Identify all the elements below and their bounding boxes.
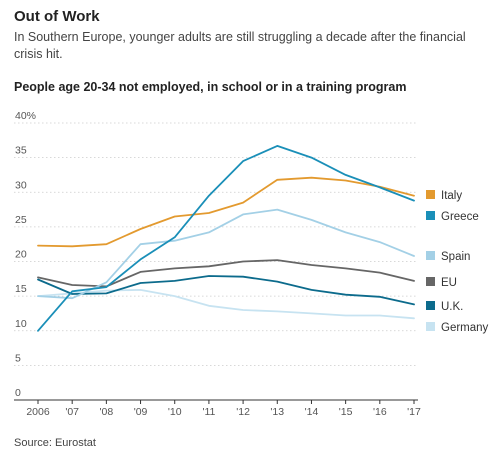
- x-tick-label: '17: [407, 406, 421, 418]
- source-note: Source: Eurostat: [14, 437, 96, 449]
- series-line-germany: [37, 289, 415, 320]
- grid-lines: [14, 122, 418, 401]
- y-tick-label: 35: [15, 145, 27, 157]
- x-tick-label: '09: [134, 406, 148, 418]
- series-lines: [37, 145, 415, 332]
- x-tick-label: '10: [168, 406, 182, 418]
- series-line-greece: [37, 145, 415, 332]
- y-tick-label: 10: [15, 318, 27, 330]
- x-tick-label: '15: [339, 406, 353, 418]
- chart-heading: People age 20-34 not employed, in school…: [14, 80, 407, 94]
- legend-label: Spain: [441, 251, 470, 263]
- chart-title: Out of Work: [14, 8, 100, 25]
- legend-label: EU: [441, 277, 457, 289]
- x-tick-label: 2006: [26, 406, 50, 418]
- y-tick-label: 5: [15, 352, 21, 364]
- y-tick-label: 30: [15, 179, 27, 191]
- legend-label: Greece: [441, 211, 479, 223]
- x-tick-label: '07: [65, 406, 79, 418]
- legend-label: U.K.: [441, 301, 463, 313]
- x-tick-label: '11: [202, 406, 215, 418]
- x-tick-label: '16: [373, 406, 387, 418]
- series-line-eu: [37, 259, 415, 288]
- y-tick-label: 20: [15, 249, 27, 261]
- legend-swatch: [426, 277, 435, 286]
- x-tick-label: '12: [236, 406, 250, 418]
- legend-swatch: [426, 211, 435, 220]
- x-tick-label: '13: [270, 406, 284, 418]
- x-tick-label: '14: [305, 406, 319, 418]
- chart-subtitle: In Southern Europe, younger adults are s…: [14, 30, 466, 61]
- legend-label: Germany: [441, 322, 489, 334]
- y-tick-label: 0: [15, 387, 21, 399]
- x-axis-ticks: 2006 '07 '08 '09 '10 '11 '12 '13 '14 '15 '16 '17: [26, 400, 421, 418]
- y-tick-label: 25: [15, 214, 27, 226]
- series-line-uk: [37, 275, 415, 306]
- series-line-italy: [37, 176, 415, 248]
- x-tick-label: '08: [100, 406, 114, 418]
- legend-swatch: [426, 190, 435, 199]
- y-tick-label: 15: [15, 283, 27, 295]
- legend: Italy Greece Spain EU U.K. Germany: [426, 190, 489, 334]
- legend-swatch: [426, 301, 435, 310]
- legend-swatch: [426, 322, 435, 331]
- y-tick-label: 40%: [15, 110, 36, 122]
- y-axis-ticks: 0 5 10 15 20 25 30 35 40%: [15, 110, 36, 399]
- legend-label: Italy: [441, 190, 462, 202]
- series-line-spain: [37, 208, 415, 300]
- legend-swatch: [426, 251, 435, 260]
